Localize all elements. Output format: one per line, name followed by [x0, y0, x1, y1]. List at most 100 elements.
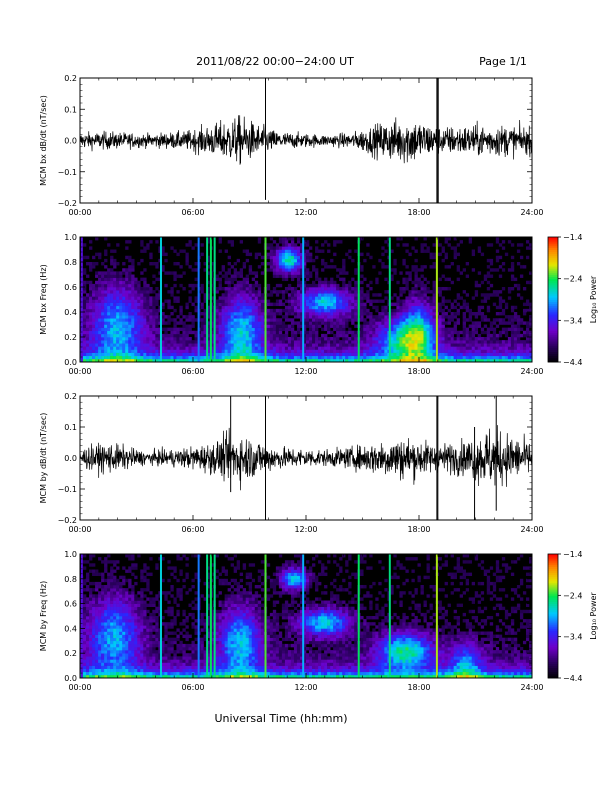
spectrogram-cell: [278, 262, 283, 266]
spectrogram-cell: [113, 258, 117, 263]
spectrogram-cell: [119, 609, 123, 614]
spectrogram-cell: [426, 352, 430, 357]
spectrogram-cell: [287, 296, 292, 300]
spectrogram-cell: [396, 349, 400, 353]
spectrogram-cell: [465, 293, 470, 297]
spectrogram-cell: [149, 296, 153, 300]
spectrogram-cell: [218, 340, 222, 344]
spectrogram-cell: [110, 581, 114, 586]
spectrogram-cell: [224, 271, 228, 275]
spectrogram-cell: [302, 268, 307, 272]
spectrogram-cell: [86, 262, 90, 266]
spectrogram-cell: [312, 358, 316, 363]
spectrogram-cell: [128, 619, 132, 623]
spectrogram-cell: [110, 268, 114, 272]
spectrogram-cell: [143, 318, 147, 322]
spectrogram-cell: [480, 315, 485, 319]
spectrogram-cell: [170, 337, 174, 341]
spectrogram-cell: [101, 643, 105, 648]
spectrogram-cell: [134, 358, 138, 363]
spectrogram-cell: [333, 280, 337, 285]
spectrogram-cell: [188, 346, 192, 350]
spectrogram-cell: [447, 327, 451, 332]
spectrogram-cell: [146, 312, 150, 316]
spectrogram-cell: [339, 287, 343, 291]
spectrogram-cell: [296, 337, 301, 341]
spectrogram-cell: [104, 647, 108, 651]
spectrogram-cell: [378, 258, 382, 263]
spectrogram-cell: [336, 293, 340, 297]
spectrogram-cell: [309, 258, 313, 263]
spectrogram-cell: [146, 346, 150, 350]
spectrogram-cell: [185, 327, 189, 332]
spectrogram-cell: [83, 333, 87, 338]
spectrogram-cell: [293, 305, 298, 310]
spectrogram-cell: [98, 591, 102, 595]
spectrogram-cell: [137, 647, 141, 651]
spectrogram-cell: [95, 343, 99, 347]
spectrogram-cell: [110, 612, 114, 617]
spectrogram-cell: [453, 358, 457, 363]
spectrogram-cell: [98, 628, 102, 632]
spectrogram-cell: [381, 327, 385, 332]
spectrogram-cell: [507, 337, 512, 341]
spectrogram-cell: [125, 268, 129, 272]
spectrogram-cell: [227, 327, 231, 332]
spectrogram-cell: [143, 249, 147, 253]
spectrogram-cell: [89, 299, 93, 303]
spectrogram-cell: [405, 358, 409, 363]
spectrogram-cell: [354, 318, 358, 322]
spectrogram-cell: [95, 643, 99, 648]
spectrogram-cell: [266, 252, 271, 257]
spectrogram-cell: [501, 268, 506, 272]
spectrogram-cell: [342, 271, 346, 275]
spectrogram-cell: [92, 296, 96, 300]
spectrogram-cell: [122, 671, 126, 676]
spectrogram-cell: [101, 591, 105, 595]
spectrogram-cell: [450, 305, 454, 310]
spectrogram-cell: [420, 355, 424, 360]
spectrogram-cell: [396, 330, 400, 335]
spectrogram-cell: [128, 299, 132, 303]
spectrogram-cell: [402, 258, 406, 263]
spectrogram-cell: [146, 327, 150, 332]
spectrogram-cell: [125, 668, 129, 673]
spectrogram-cell: [101, 619, 105, 623]
spectrogram-cell: [381, 252, 385, 257]
spectrogram-cell: [140, 340, 144, 344]
spectrogram-cell: [516, 321, 521, 325]
spectrogram-cell: [107, 575, 111, 580]
spectrogram-cell: [402, 352, 406, 357]
colorbar-cell: [548, 266, 558, 269]
spectrogram-cell: [330, 352, 334, 357]
spectrogram-cell: [89, 588, 93, 592]
spectrogram-cell: [489, 327, 494, 332]
spectrogram-cell: [507, 358, 512, 363]
spectrogram-cell: [510, 355, 515, 360]
spectrogram-cell: [152, 330, 156, 335]
spectrogram-cell: [321, 305, 325, 310]
spectrogram-cell: [140, 600, 144, 604]
spectrogram-cell: [312, 312, 316, 316]
spectrogram-cell: [215, 358, 219, 363]
spectrogram-cell: [167, 352, 171, 357]
spectrogram-cell: [95, 262, 99, 266]
spectrogram-cell: [167, 349, 171, 353]
spectrogram-cell: [140, 271, 144, 275]
spectrogram-cell: [185, 252, 189, 257]
spectrogram-cell: [450, 355, 454, 360]
spectrogram-cell: [215, 330, 219, 335]
spectrogram-cell: [456, 330, 460, 335]
spectrogram-cell: [218, 296, 222, 300]
spectrogram-cell: [122, 343, 126, 347]
spectrogram-cell: [230, 280, 234, 285]
spectrogram-cell: [420, 324, 424, 328]
spectrogram-cell: [519, 333, 524, 338]
spectrogram-cell: [83, 308, 87, 313]
spectrogram-cell: [257, 346, 262, 350]
spectrogram-cell: [375, 352, 379, 357]
spectrogram-cell: [137, 305, 141, 310]
spectrogram-cell: [194, 308, 198, 313]
spectrogram-cell: [507, 352, 512, 357]
spectrogram-cell: [284, 324, 289, 328]
